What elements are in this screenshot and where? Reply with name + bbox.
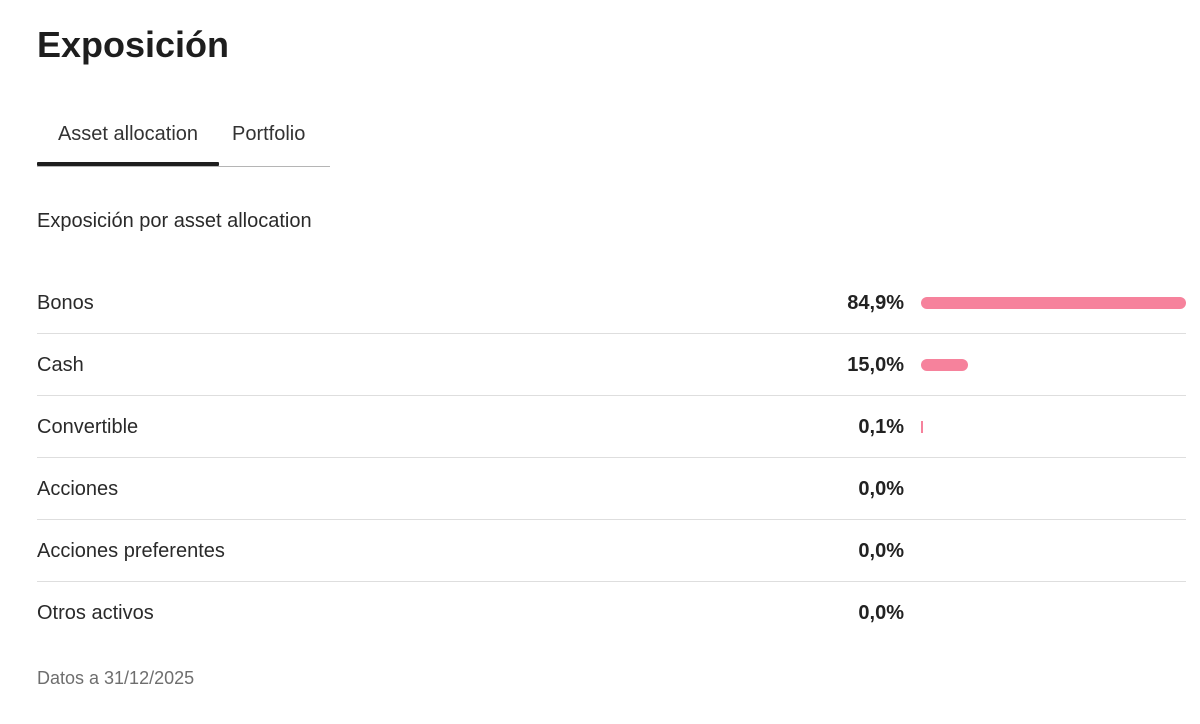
data-date-footnote: Datos a 31/12/2025: [37, 668, 195, 688]
allocation-label: Cash: [37, 354, 84, 376]
allocation-label: Acciones preferentes: [37, 540, 225, 562]
allocation-bar: [921, 297, 1186, 309]
allocation-bar-track: [921, 297, 1186, 309]
allocation-row-bonos: Bonos 84,9%: [37, 272, 1186, 334]
allocation-value: 0,1%: [858, 416, 904, 438]
allocation-label: Acciones: [37, 478, 119, 500]
allocation-bar: [921, 359, 968, 371]
allocation-bar-track: [921, 359, 1186, 371]
allocation-list: Bonos 84,9% Cash 15,0% Convertible 0,1% …: [37, 272, 1186, 644]
allocation-value: 0,0%: [858, 540, 904, 562]
tab-portfolio[interactable]: Portfolio: [219, 108, 330, 164]
tab-asset-allocation-label: Asset allocation: [57, 123, 199, 145]
tab-portfolio-label: Portfolio: [232, 123, 306, 145]
allocation-bar-track: [921, 607, 1186, 619]
allocation-bar-track: [921, 483, 1186, 495]
page-title: Exposición: [37, 24, 230, 65]
allocation-value: 84,9%: [847, 292, 904, 314]
allocation-row-convertible: Convertible 0,1%: [37, 396, 1186, 458]
allocation-label: Otros activos: [37, 602, 154, 624]
allocation-label: Convertible: [37, 416, 139, 438]
allocation-value: 15,0%: [847, 354, 904, 376]
allocation-bar-track: [921, 545, 1186, 557]
allocation-row-acciones-preferentes: Acciones preferentes 0,0%: [37, 520, 1186, 582]
tab-asset-allocation[interactable]: Asset allocation: [37, 108, 219, 166]
section-subtitle: Exposición por asset allocation: [37, 210, 312, 232]
allocation-row-otros-activos: Otros activos 0,0%: [37, 582, 1186, 644]
tab-bar: Asset allocation Portfolio: [37, 108, 330, 167]
allocation-value: 0,0%: [858, 478, 904, 500]
allocation-bar-track: [921, 421, 1186, 433]
allocation-label: Bonos: [37, 292, 94, 314]
allocation-row-cash: Cash 15,0%: [37, 334, 1186, 396]
allocation-bar: [921, 421, 923, 433]
active-tab-indicator: [37, 162, 219, 166]
allocation-row-acciones: Acciones 0,0%: [37, 458, 1186, 520]
allocation-value: 0,0%: [858, 602, 904, 624]
